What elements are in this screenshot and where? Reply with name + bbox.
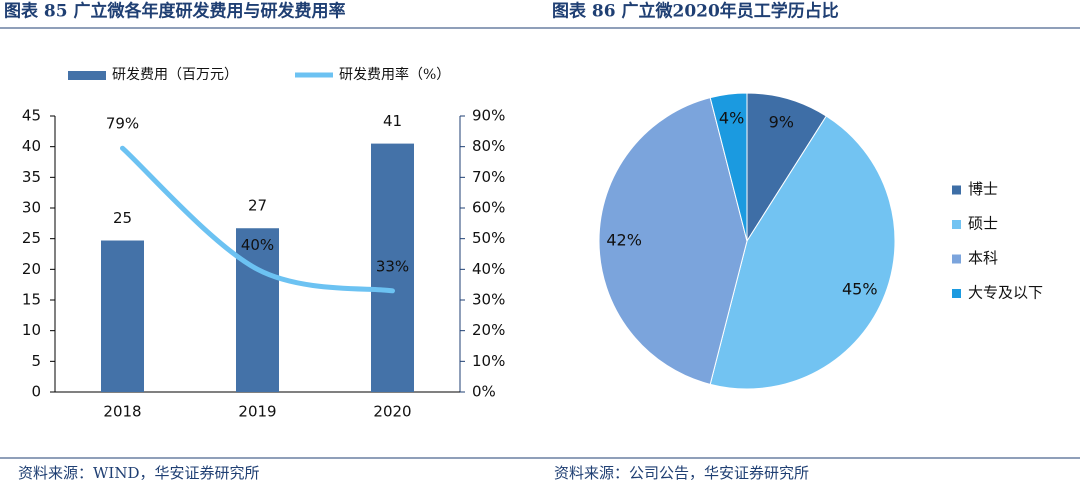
x-tick-label: 2020	[373, 403, 411, 421]
y2-tick-label: 40%	[472, 260, 505, 278]
y2-tick-label: 0%	[472, 383, 496, 401]
y2-tick-label: 80%	[472, 137, 505, 155]
y-tick-label: 40	[22, 137, 41, 155]
bar	[371, 143, 414, 392]
legend-label: 研发费用（百万元）	[112, 67, 238, 83]
y2-tick-label: 10%	[472, 352, 505, 370]
data-label: 45%	[842, 279, 878, 298]
legend-swatch	[952, 220, 961, 229]
y-tick-label: 5	[31, 352, 41, 370]
data-label: 9%	[769, 113, 794, 132]
x-tick-label: 2019	[238, 403, 276, 421]
legend-label: 本科	[968, 249, 998, 267]
y2-tick-label: 90%	[472, 107, 505, 125]
y-tick-label: 35	[22, 168, 41, 186]
y-tick-label: 20	[22, 260, 41, 278]
legend-label: 研发费用率（%）	[339, 66, 450, 83]
y2-tick-label: 70%	[472, 168, 505, 186]
pie-slice	[598, 97, 748, 385]
source: 资料来源：公司公告，华安证券研究所	[554, 464, 809, 482]
data-label: 25	[113, 209, 132, 227]
legend-label: 硕士	[968, 215, 998, 233]
data-label: 40%	[241, 236, 274, 254]
y-tick-label: 30	[22, 199, 41, 217]
bar	[101, 240, 144, 392]
data-label: 4%	[719, 109, 744, 128]
y-tick-label: 0	[31, 383, 41, 401]
legend-swatch	[952, 185, 961, 195]
legend-swatch	[952, 254, 961, 264]
y2-tick-label: 50%	[472, 229, 505, 247]
line	[120, 145, 395, 294]
y-tick-label: 25	[22, 229, 41, 247]
chart-title: 图表 85 广立微各年度研发费用与研发费用率	[4, 1, 346, 22]
y-tick-label: 45	[22, 107, 41, 125]
data-label: 42%	[606, 231, 642, 250]
legend-label: 大专及以下	[968, 284, 1043, 302]
y2-tick-label: 20%	[472, 321, 505, 339]
data-label: 27	[248, 197, 267, 215]
y2-tick-label: 60%	[472, 199, 505, 217]
y2-tick-label: 30%	[472, 291, 505, 309]
legend-swatch	[952, 289, 961, 298]
x-tick-label: 2018	[103, 403, 141, 421]
y-tick-label: 10	[22, 321, 41, 339]
data-label: 79%	[106, 115, 139, 133]
data-label: 41	[383, 112, 402, 130]
pie-slice	[746, 92, 827, 243]
pie-slice	[709, 92, 748, 242]
data-label: 33%	[376, 257, 409, 275]
source: 资料来源：WIND，华安证券研究所	[18, 464, 260, 482]
y-tick-label: 15	[22, 291, 41, 309]
legend-label: 博士	[968, 180, 998, 198]
chart-title: 图表 86 广立微2020年员工学历占比	[552, 1, 839, 22]
bar	[236, 228, 279, 392]
legend-swatch	[68, 71, 106, 80]
pie-slice	[709, 115, 896, 390]
